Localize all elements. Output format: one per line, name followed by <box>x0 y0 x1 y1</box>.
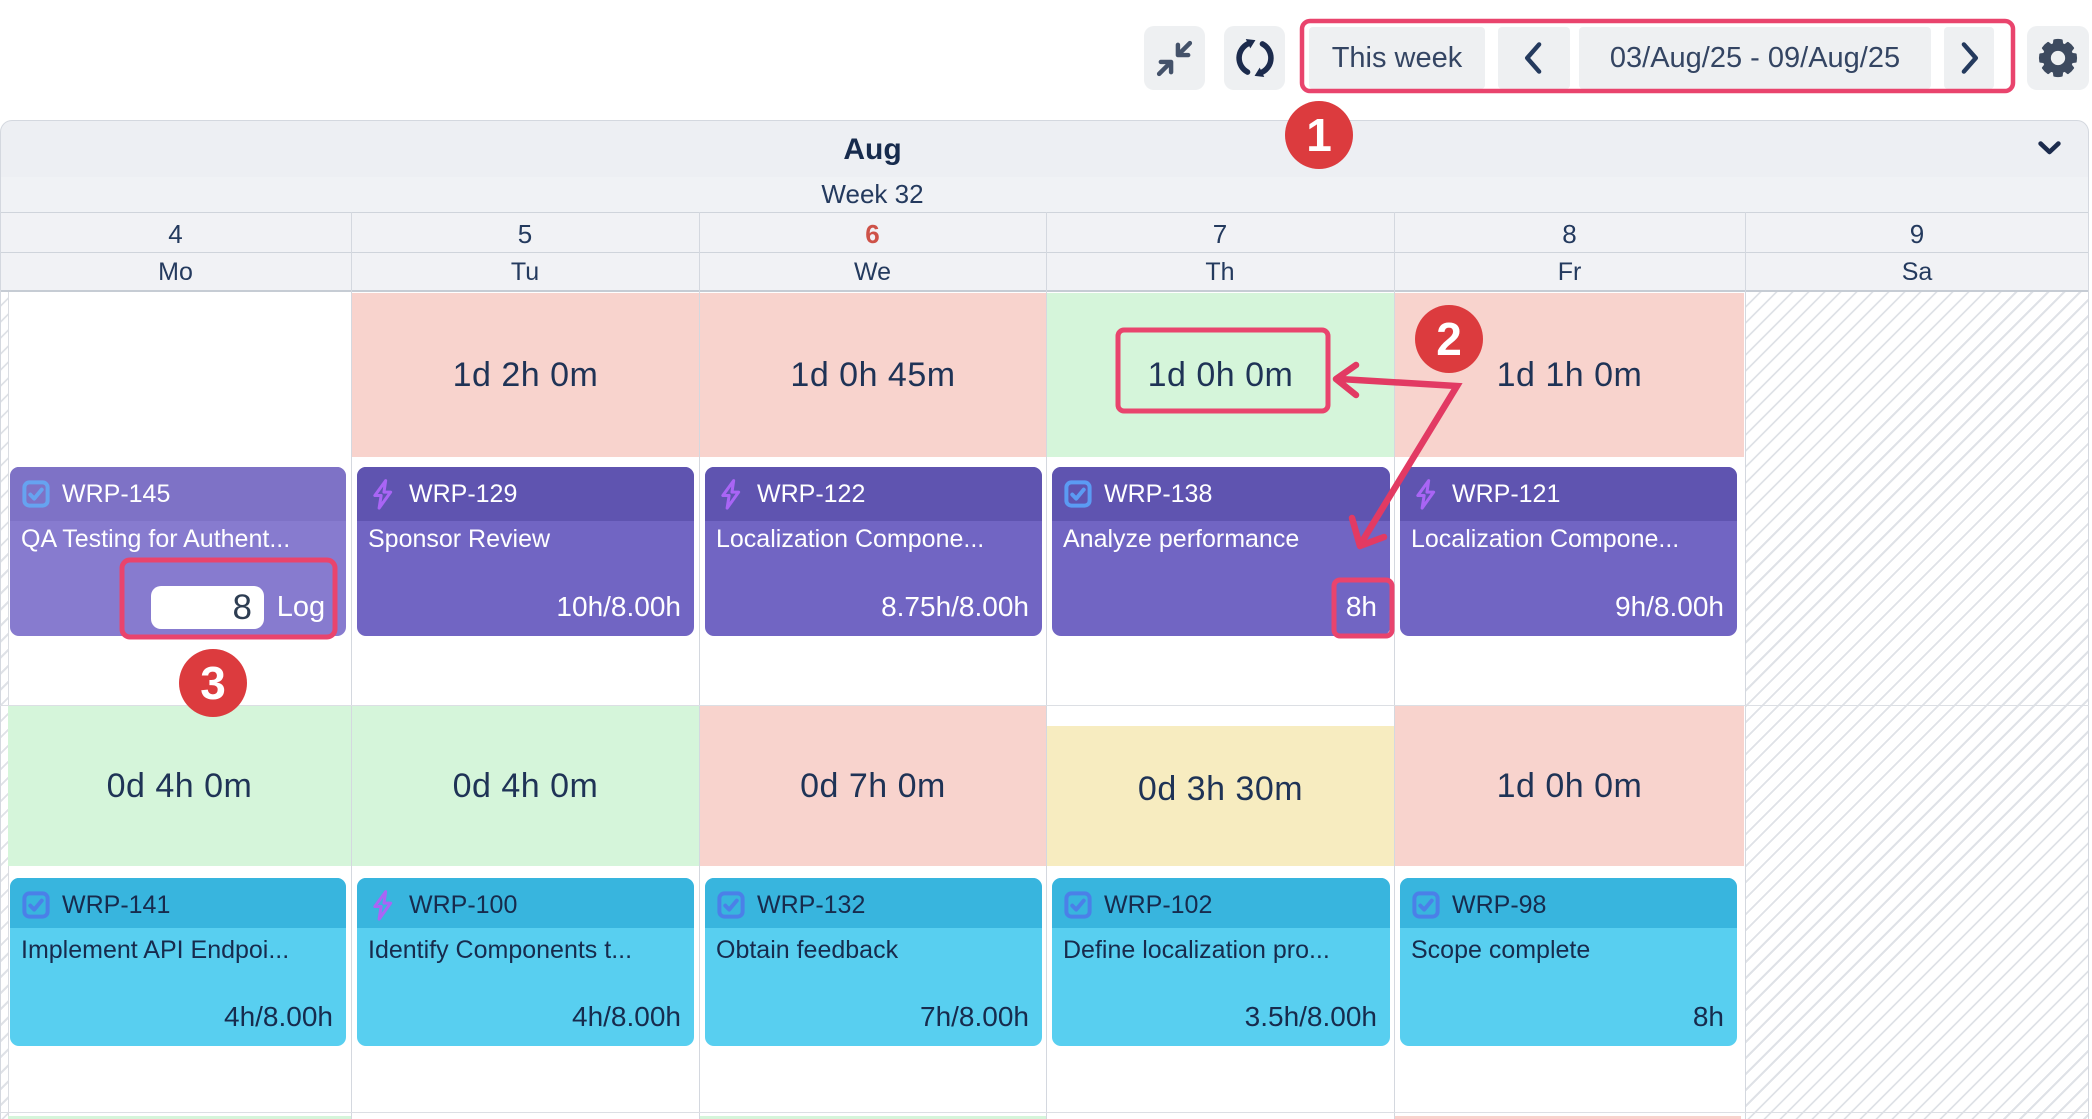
svg-text:2: 2 <box>1436 313 1462 365</box>
svg-text:1: 1 <box>1306 109 1332 161</box>
svg-text:3: 3 <box>200 657 226 709</box>
